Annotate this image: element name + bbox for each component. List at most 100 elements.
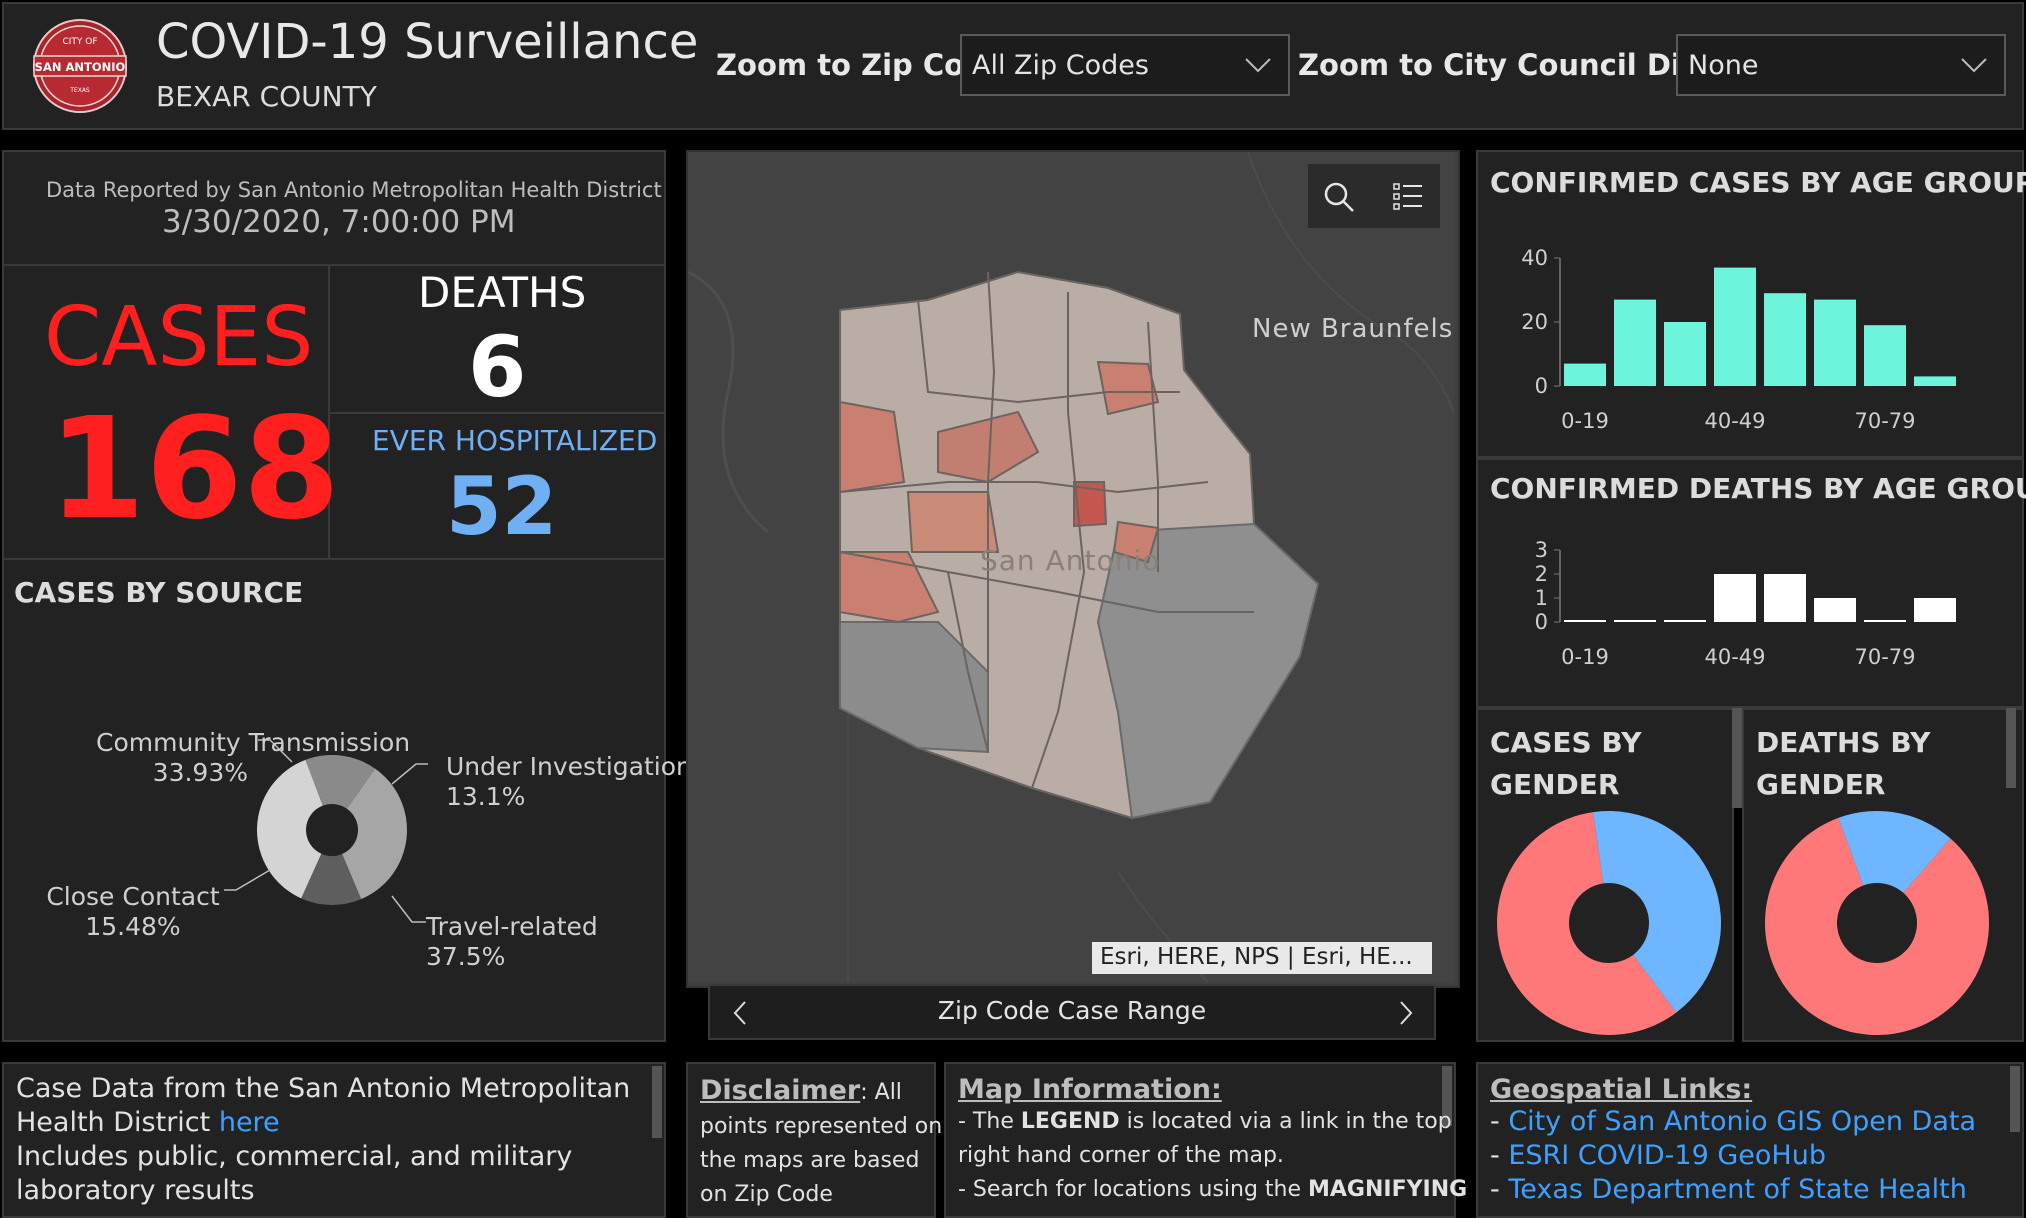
gender-deaths-slice-0[interactable]: [1765, 817, 1989, 1035]
chevron-down-icon: [1245, 58, 1271, 73]
text-line: - The LEGEND is located via a link in th…: [958, 1105, 1467, 1139]
report-timestamp: 3/30/2020, 7:00:00 PM: [162, 204, 516, 240]
y-tick-label: 20: [1521, 310, 1548, 334]
cases-age-bar-0-19[interactable]: [1564, 363, 1606, 386]
cases-by-source-donut: [224, 739, 428, 923]
gender-deaths-slice-1[interactable]: [1838, 811, 1951, 893]
disclaimer-panel: Disclaimer: All points represented on th…: [686, 1062, 942, 1218]
cases-by-source-title: CASES BY SOURCE: [14, 576, 304, 609]
text-span: is located via a link in the top: [1119, 1109, 1452, 1134]
place-label-new-braunfels: New Braunfels: [1252, 314, 1454, 344]
scrollbar[interactable]: [1732, 708, 1742, 808]
text-span: - Search for locations using the: [958, 1177, 1309, 1202]
slice-percent: 33.93%: [152, 758, 248, 787]
map-information-panel: Map Information: - The LEGEND is located…: [944, 1062, 1467, 1218]
source-slice-2[interactable]: [257, 759, 323, 899]
text-line: Health District here: [16, 1106, 630, 1140]
case-data-link[interactable]: here: [218, 1107, 280, 1138]
text-line: right hand corner of the map.: [958, 1143, 1284, 1168]
y-tick-label: 2: [1535, 562, 1548, 586]
disclaimer-text: Disclaimer: All points represented on th…: [700, 1074, 942, 1212]
scrollbar[interactable]: [652, 1066, 662, 1138]
text-line: on Zip Code: [700, 1182, 833, 1207]
x-tick-label: 40-49: [1704, 409, 1765, 433]
cases-age-bar-40-49[interactable]: [1714, 267, 1756, 386]
san-antonio-logo: CITY OF SAN ANTONIO TEXAS: [30, 16, 130, 116]
chevron-right-icon[interactable]: [1398, 1000, 1414, 1026]
chevron-down-icon: [1961, 58, 1987, 73]
source-slice-0[interactable]: [342, 768, 407, 900]
page-title: COVID-19 Surveillance: [156, 14, 699, 70]
cases-age-bar-60-69[interactable]: [1814, 299, 1856, 386]
deaths-age-bar-70-79[interactable]: [1864, 620, 1906, 622]
divider: [330, 412, 664, 414]
case-data-info-panel: Case Data from the San Antonio Metropoli…: [2, 1062, 666, 1218]
bexar-county-shape[interactable]: [839, 270, 1320, 820]
map-canvas[interactable]: [687, 151, 1455, 983]
zip-code-select[interactable]: All Zip Codes: [960, 34, 1290, 96]
svg-text:CITY OF: CITY OF: [62, 37, 97, 47]
search-icon[interactable]: [1322, 180, 1356, 214]
scrollbar[interactable]: [2010, 1066, 2020, 1132]
gender-cases-slice-1[interactable]: [1593, 811, 1721, 1013]
deaths-by-gender-title: DEATHS BY GENDER: [1756, 726, 1931, 801]
cases-age-bar-50-59[interactable]: [1764, 293, 1806, 386]
cases-age-bar-70-79[interactable]: [1864, 325, 1906, 386]
deaths-age-bar-0-19[interactable]: [1564, 620, 1606, 622]
gender-cases-slice-0[interactable]: [1497, 812, 1677, 1035]
source-slice-1[interactable]: [301, 853, 362, 905]
svg-text:SAN ANTONIO: SAN ANTONIO: [35, 60, 126, 74]
deaths-age-bar-20-29[interactable]: [1614, 620, 1656, 622]
cases-age-bar-30-39[interactable]: [1664, 322, 1706, 386]
deaths-age-bar-50-59[interactable]: [1764, 574, 1806, 622]
geo-link[interactable]: City of San Antonio GIS Open Data: [1508, 1106, 1976, 1137]
slice-label: Community Transmission: [96, 728, 410, 758]
zip-zoom-label: Zoom to Zip Code: [716, 48, 1005, 82]
text-span: : All: [860, 1080, 902, 1105]
case-data-text: Case Data from the San Antonio Metropoli…: [16, 1072, 630, 1208]
geospatial-links-panel: Geospatial Links: - City of San Antonio …: [1476, 1062, 2024, 1218]
text-span: MAGNIFYING: [1308, 1177, 1468, 1202]
deaths-age-bar-60-69[interactable]: [1814, 598, 1856, 622]
leader-line: [224, 869, 271, 891]
legend-list-icon[interactable]: [1392, 180, 1424, 214]
zip-code-select-value: All Zip Codes: [972, 50, 1149, 81]
deaths-label: DEATHS: [418, 268, 587, 317]
slice-label: Travel-related: [426, 912, 598, 941]
x-tick-label: 0-19: [1561, 645, 1609, 669]
cases-age-bar-20-29[interactable]: [1614, 299, 1656, 386]
cases-age-bar-80+[interactable]: [1914, 376, 1956, 386]
place-label-san-antonio: San Antonio: [980, 544, 1161, 577]
leader-line: [391, 763, 428, 785]
disclaimer-heading: Disclaimer: [700, 1075, 861, 1106]
text-span: Health District: [16, 1107, 211, 1138]
geo-links-text: Geospatial Links: - City of San Antonio …: [1490, 1074, 1976, 1207]
text-span: - The: [958, 1109, 1021, 1134]
reported-by-text: Data Reported by San Antonio Metropolita…: [46, 178, 662, 202]
x-tick-label: 0-19: [1561, 409, 1609, 433]
geo-link[interactable]: ESRI COVID-19 GeoHub: [1508, 1140, 1826, 1171]
scrollbar[interactable]: [1442, 1066, 1452, 1126]
map-attribution[interactable]: Esri, HERE, NPS | Esri, HE...: [1092, 942, 1432, 974]
scrollbar[interactable]: [2006, 708, 2016, 788]
source-slice-3[interactable]: [305, 755, 376, 809]
geo-link-row: - City of San Antonio GIS Open Data: [1490, 1106, 1976, 1137]
cases-by-gender-donut: [1497, 811, 1721, 1035]
range-label: Zip Code Case Range: [937, 996, 1207, 1025]
svg-text:TEXAS: TEXAS: [69, 87, 90, 94]
leader-line: [258, 739, 293, 763]
map-toolbar: [1308, 164, 1440, 228]
close-contact-label: Close Contact 15.48%: [44, 882, 222, 942]
map-info-heading: Map Information:: [958, 1074, 1222, 1105]
map-view[interactable]: [686, 150, 1460, 988]
under-investigation-label: Under Investigation 13.1%: [446, 752, 692, 812]
chevron-left-icon[interactable]: [732, 1000, 748, 1026]
deaths-age-bar-80+[interactable]: [1914, 598, 1956, 622]
deaths-age-bar-40-49[interactable]: [1714, 574, 1756, 622]
deaths-age-bar-30-39[interactable]: [1664, 620, 1706, 622]
text-line: - Search for locations using the MAGNIFY…: [958, 1173, 1467, 1207]
deaths-by-age-title: CONFIRMED DEATHS BY AGE GROUP: [1490, 472, 2026, 505]
district-select[interactable]: None: [1676, 34, 2006, 96]
geo-link[interactable]: Texas Department of State Health: [1508, 1174, 1967, 1205]
cases-by-gender-title: CASES BY GENDER: [1490, 726, 1642, 801]
